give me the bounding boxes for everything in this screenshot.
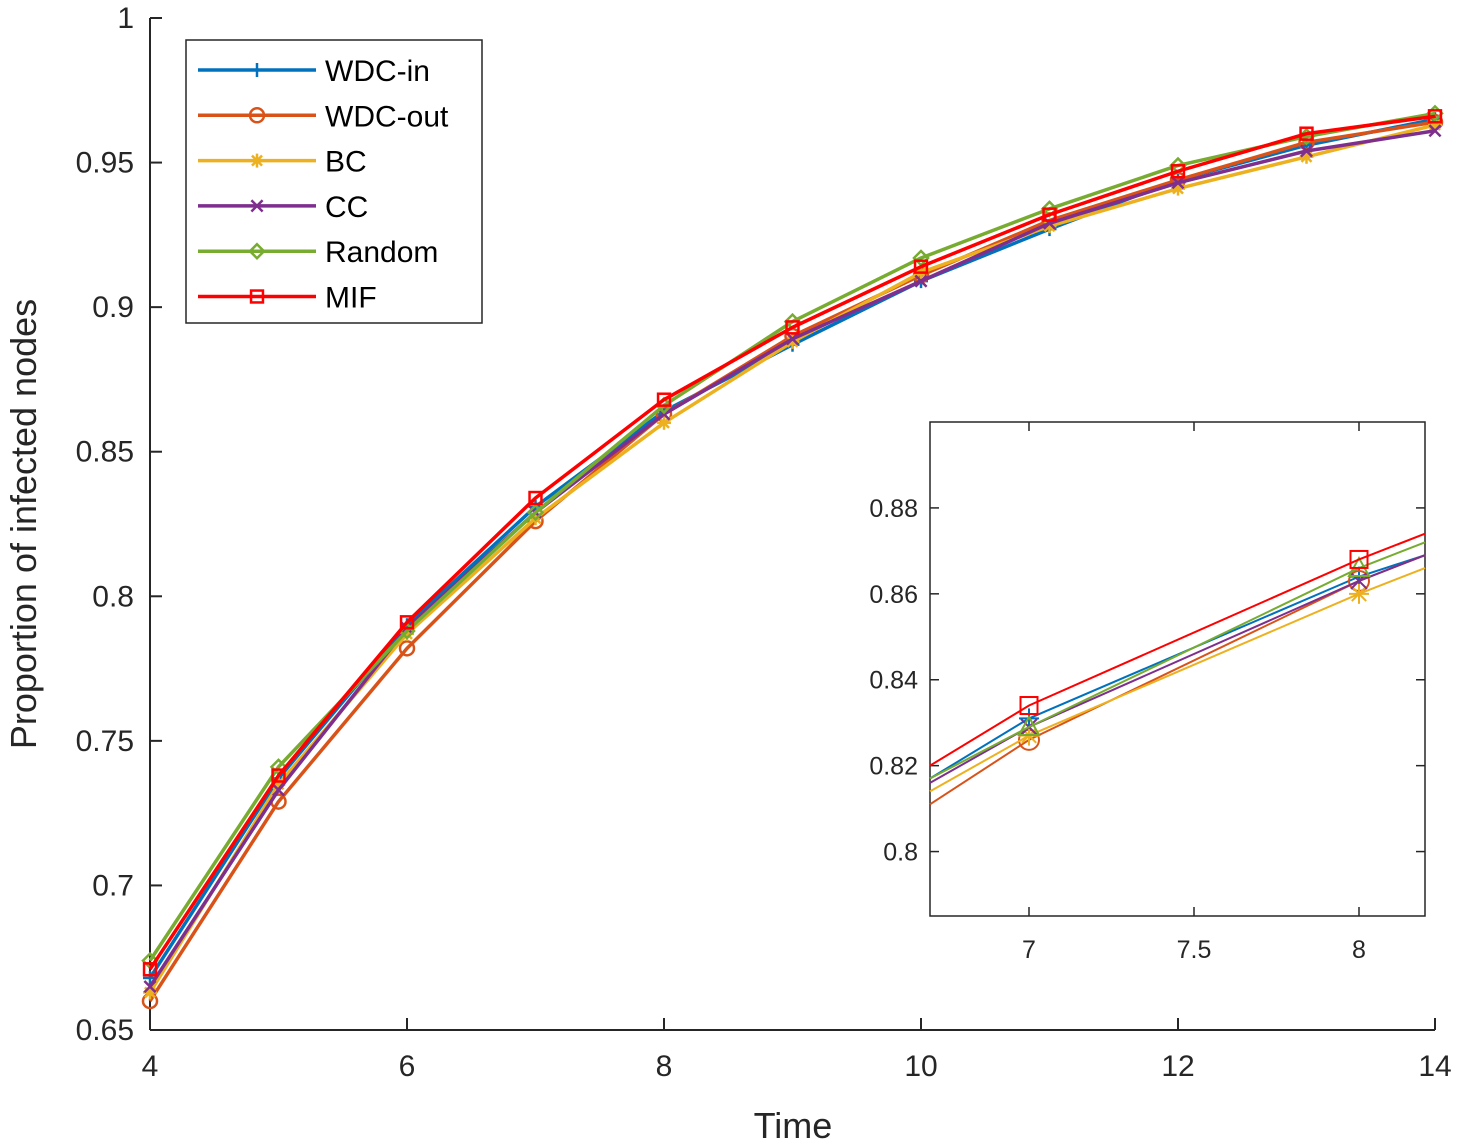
legend-marker xyxy=(249,289,265,304)
legend-marker xyxy=(248,242,266,260)
inset-series-line xyxy=(929,532,1426,767)
data-point xyxy=(1428,124,1442,138)
inset-y-tick-label: 0.84 xyxy=(869,667,918,695)
x-tick-label: 6 xyxy=(399,1050,416,1083)
legend-entry-cc: CC xyxy=(198,191,368,224)
legend-entry-wdc-out: WDC-out xyxy=(198,100,449,133)
legend-entry-mif: MIF xyxy=(198,282,377,315)
x-tick-label: 14 xyxy=(1418,1050,1451,1083)
inset-series-line xyxy=(929,541,1426,780)
inset-y-tick-label: 0.82 xyxy=(869,753,918,781)
data-point xyxy=(785,320,800,335)
y-tick-label: 0.9 xyxy=(92,291,134,324)
data-point xyxy=(1171,176,1185,190)
inset-data-point xyxy=(1017,714,1041,736)
series-mif xyxy=(142,109,1443,977)
data-point xyxy=(528,490,543,506)
legend-label: CC xyxy=(325,191,368,224)
legend-label: BC xyxy=(325,146,367,179)
inset-data-point xyxy=(1349,549,1369,569)
y-axis-ticks: 0.65 0.7 0.75 0.8 0.85 0.9 0.95 1 xyxy=(76,2,162,1047)
inset-data-point xyxy=(1019,696,1039,716)
series-line xyxy=(148,114,1436,971)
y-tick-label: 0.65 xyxy=(76,1014,134,1047)
data-point xyxy=(1427,109,1443,124)
x-axis-ticks: 4 6 8 10 12 14 xyxy=(142,1018,1452,1083)
data-point xyxy=(1300,144,1313,158)
inset-axes: 7 7.5 8 0.80.820.840.860.88 xyxy=(869,421,1426,964)
legend-box xyxy=(185,39,483,324)
legend-marker xyxy=(250,153,264,168)
main-series-group xyxy=(141,104,1444,1010)
legend-marker xyxy=(250,63,264,77)
data-point xyxy=(526,503,545,522)
inset-y-tick-label: 0.88 xyxy=(869,495,918,523)
data-point xyxy=(786,332,799,346)
inset-x-tick-label: 8 xyxy=(1352,936,1366,964)
data-point xyxy=(1170,164,1186,179)
inset-y-axis-ticks: 0.8 0.82 0.84 0.86 0.88 xyxy=(869,495,1425,867)
inset-x-axis-ticks: 7 7.5 8 xyxy=(1022,422,1366,964)
data-point xyxy=(1042,207,1057,222)
data-point xyxy=(913,259,929,274)
data-point xyxy=(143,980,157,994)
data-point xyxy=(1299,126,1314,141)
main-axes: 4 6 8 10 12 14 0.65 0.7 0.75 0.8 0.85 0.9 0.95 1 xyxy=(76,2,1452,1083)
inset-y-tick-label: 0.86 xyxy=(869,581,918,609)
legend-marker xyxy=(248,107,266,124)
legend-label: MIF xyxy=(325,282,377,315)
data-point xyxy=(914,274,928,288)
inset-series-line xyxy=(929,554,1426,784)
inset-x-tick-label: 7 xyxy=(1022,936,1036,964)
data-point xyxy=(398,640,416,657)
legend-entry-bc: BC xyxy=(198,146,367,179)
y-tick-label: 0.75 xyxy=(76,725,134,758)
legend-entry-random: Random xyxy=(198,236,438,269)
legend: WDC-in WDC-out BC CC Random MIF xyxy=(185,39,483,324)
y-tick-label: 0.95 xyxy=(76,147,134,180)
legend-label: WDC-out xyxy=(325,100,449,133)
inset-series-mif xyxy=(929,532,1426,767)
y-tick-label: 0.7 xyxy=(92,869,134,902)
x-tick-label: 10 xyxy=(904,1050,937,1083)
y-tick-label: 1 xyxy=(117,2,134,35)
inset-series-line xyxy=(929,567,1426,793)
inset-y-tick-label: 0.8 xyxy=(883,839,918,867)
y-tick-label: 0.8 xyxy=(92,580,134,613)
x-tick-label: 8 xyxy=(656,1050,673,1083)
x-axis-title: Time xyxy=(754,1105,833,1146)
data-point xyxy=(399,615,415,630)
legend-marker xyxy=(250,199,264,213)
data-point xyxy=(656,392,672,407)
data-point xyxy=(272,783,285,797)
data-point xyxy=(657,415,671,430)
legend-label: Random xyxy=(325,236,438,269)
data-point xyxy=(142,962,158,977)
inset-x-tick-label: 7.5 xyxy=(1177,936,1212,964)
x-tick-label: 12 xyxy=(1161,1050,1194,1083)
y-axis-title: Proportion of infected nodes xyxy=(3,299,44,749)
data-point xyxy=(271,768,286,783)
legend-entry-wdc-in: WDC-in xyxy=(198,55,430,88)
legend-label: WDC-in xyxy=(325,55,430,88)
x-tick-label: 4 xyxy=(142,1050,159,1083)
inset-data-point xyxy=(1349,583,1369,604)
inset-series-group xyxy=(929,532,1426,806)
y-tick-label: 0.85 xyxy=(76,436,134,469)
